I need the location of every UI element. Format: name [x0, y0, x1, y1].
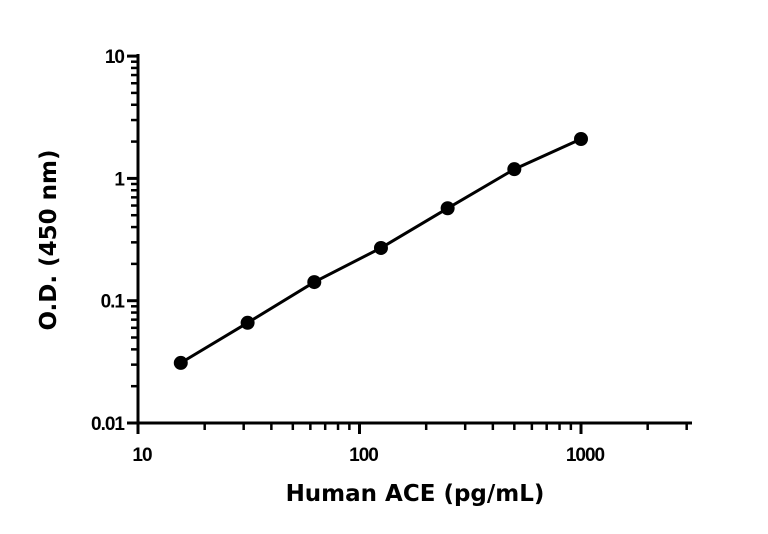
y-tick-label: 10	[105, 47, 125, 68]
data-point	[173, 355, 188, 370]
data-point	[440, 201, 455, 216]
data-point	[507, 162, 522, 177]
x-axis-title: Human ACE (pg/mL)	[286, 481, 545, 507]
y-axis-title: O.D. (450 nm)	[36, 149, 62, 330]
y-axis-major-ticks	[127, 54, 138, 425]
y-tick-label: 0.01	[91, 414, 125, 435]
y-tick-label: 1	[114, 169, 125, 190]
data-point	[574, 131, 588, 146]
data-point	[373, 240, 388, 255]
data-points	[173, 131, 588, 370]
x-tick-label: 10	[132, 445, 152, 466]
x-tick-label: 100	[349, 445, 378, 466]
x-tick-label: 1000	[566, 445, 605, 466]
y-tick-labels: 0.01 0.1 1 10	[91, 47, 126, 435]
x-tick-labels: 10 100 1000	[132, 445, 605, 466]
y-tick-label: 0.1	[101, 292, 126, 313]
data-point	[307, 275, 322, 290]
data-point	[240, 315, 255, 330]
